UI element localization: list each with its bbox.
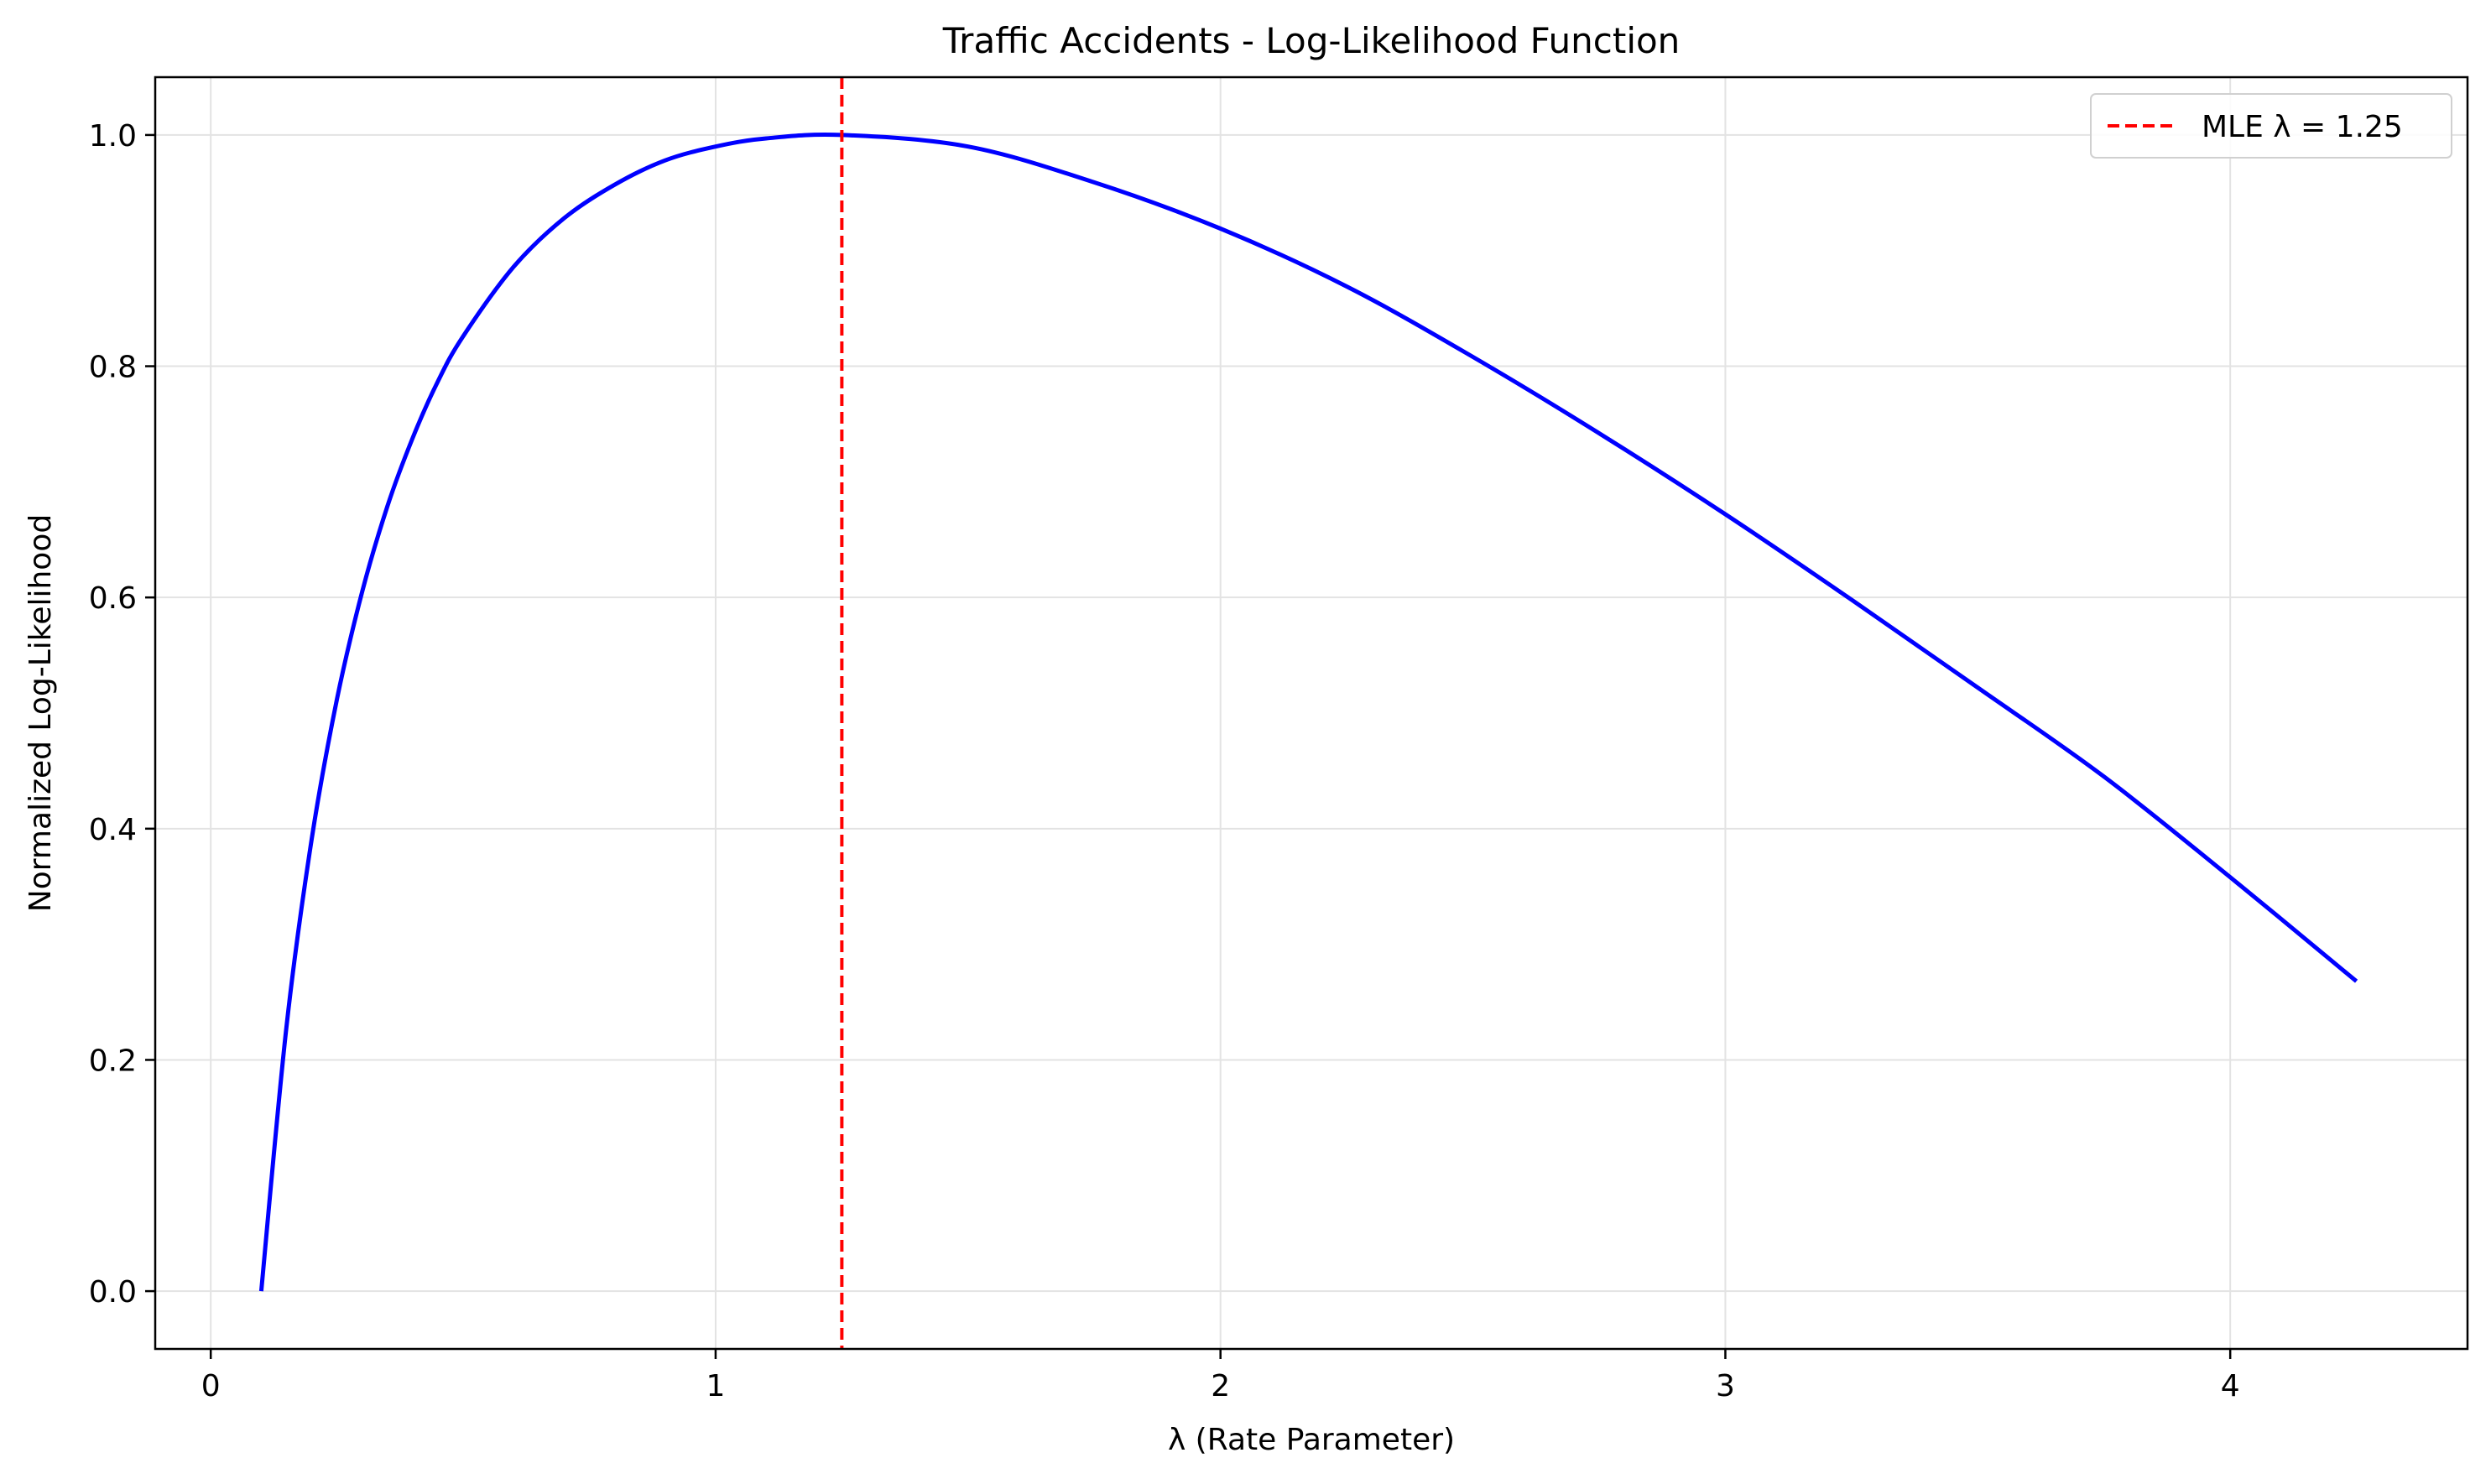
legend-label-mle: MLE λ = 1.25 [2202,110,2403,144]
y-tick-label: 0.2 [89,1044,137,1078]
series-layer [258,77,2358,1349]
y-tick-label: 0.8 [89,351,137,385]
series-line-log-likelihood [258,132,2358,1292]
chart-title: Traffic Accidents - Log-Likelihood Funct… [942,20,1681,61]
y-tick-label: 0.4 [89,813,137,847]
axis-ticks: 0 1 2 3 4 0.0 0.2 0.4 0.6 0.8 1.0 [89,119,2240,1403]
y-tick-label: 1.0 [89,119,137,154]
legend-box [2090,93,2452,159]
y-tick-label: 0.6 [89,581,137,616]
plot-area-frame [154,76,2469,1351]
x-tick-label: 2 [1211,1369,1230,1403]
legend: MLE λ = 1.25 [2090,93,2452,159]
x-axis-label: λ (Rate Parameter) [1168,1423,1455,1457]
x-tick-label: 4 [2221,1369,2240,1403]
y-tick-label: 0.0 [89,1275,137,1310]
x-tick-label: 3 [1716,1369,1735,1403]
y-axis-label: Normalized Log-Likelihood [23,514,58,912]
x-tick-label: 0 [201,1369,221,1403]
grid-lines [155,77,2468,1349]
x-tick-label: 1 [706,1369,725,1403]
